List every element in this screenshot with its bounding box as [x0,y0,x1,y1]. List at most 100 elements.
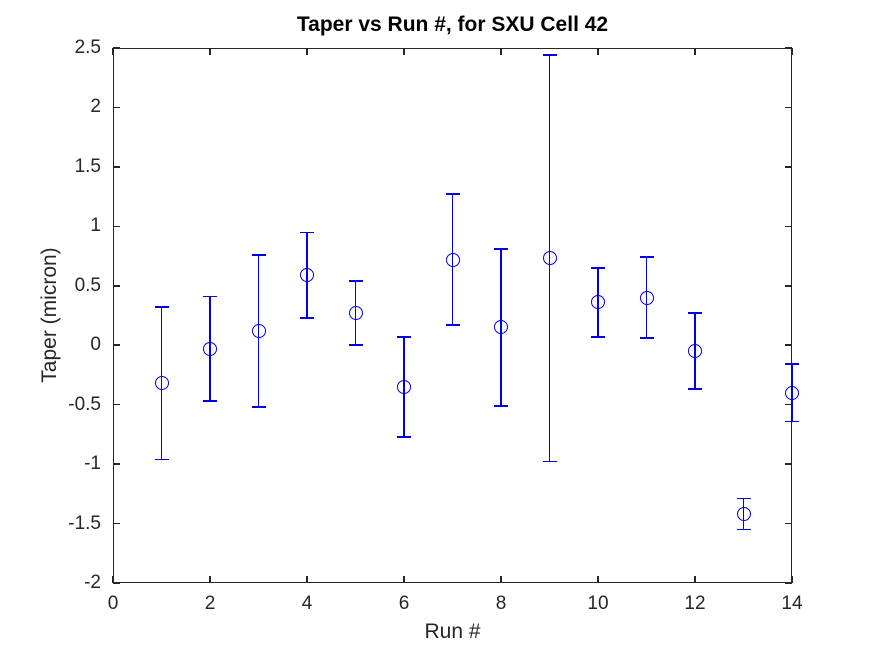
error-bar-cap-top [397,336,411,338]
error-bar-cap-top [688,312,702,314]
data-point-marker [251,323,266,338]
x-tick-mark [209,576,211,583]
x-tick-mark-top [306,48,308,55]
error-bar-cap-bottom [445,324,460,326]
y-tick-mark [113,582,120,584]
error-bar-cap-top [785,363,799,365]
error-bar-cap-bottom [203,400,217,402]
x-tick-mark [306,576,308,583]
y-tick-mark [113,166,120,168]
error-bar-cap-bottom [688,388,702,390]
y-tick-label: -1 [84,453,101,475]
x-tick-label: 12 [684,593,706,614]
error-bar-cap-top [300,231,314,234]
error-bar-cap-top [591,267,605,269]
data-point-marker [154,376,169,391]
x-tick-mark [597,576,599,583]
x-tick-mark-top [694,48,696,55]
y-tick-mark-right [785,47,792,49]
error-bar-cap-bottom [785,420,799,423]
y-tick-label: 1.5 [74,155,101,177]
y-tick-mark [113,47,120,49]
y-tick-label: 1 [90,215,101,237]
y-tick-mark-right [785,344,792,346]
y-tick-label: 0 [90,334,101,356]
y-tick-mark-right [785,403,792,406]
x-tick-label: 10 [587,593,609,614]
x-axis-label: Run # [424,620,481,643]
y-tick-label: 2 [90,96,101,118]
y-tick-mark-right [785,582,792,584]
x-tick-mark-top [791,48,793,55]
x-tick-mark [112,576,114,583]
x-tick-label: 14 [781,593,803,614]
error-bar-cap-top [639,256,654,258]
data-point-marker [688,344,702,359]
data-point-marker [785,385,799,400]
y-tick-mark-right [785,463,792,465]
error-bar-cap-bottom [542,460,557,463]
y-tick-mark-right [785,522,792,525]
error-bar-cap-bottom [591,336,605,338]
chart-title: Taper vs Run #, for SXU Cell 42 [296,13,609,36]
data-point-marker [348,306,363,321]
x-tick-mark-top [403,48,405,55]
data-point-marker [494,320,508,335]
data-point-marker [736,507,751,522]
x-tick-label: 0 [107,593,119,614]
error-bar-cap-bottom [639,337,654,339]
error-bar-cap-top [203,295,217,298]
plot-area: 0 2 4 6 8 10 12 14 -2 -1.5 -1 -0.5 0 0.5 1 1.5 2 2.5 [68,38,802,614]
error-bar-cap-top [348,280,363,282]
y-tick-mark [113,225,120,228]
y-tick-label: -1.5 [68,512,101,534]
x-tick-mark-top [500,48,502,55]
data-point-marker [203,341,217,356]
data-point-marker [397,379,411,394]
y-tick-mark [113,106,120,109]
error-bar-cap-bottom [300,317,314,319]
x-tick-label: 8 [495,593,507,614]
error-bar-cap-top [445,193,460,195]
error-bar-cap-bottom [251,406,266,408]
data-point-marker [300,268,314,283]
data-point-marker [542,251,557,266]
y-tick-mark [113,403,120,406]
error-bar-cap-bottom [494,405,508,407]
error-bar-cap-bottom [736,528,751,531]
x-tick-label: 2 [204,593,216,614]
error-bar-cap-top [494,248,508,250]
y-tick-label: -0.5 [68,393,101,415]
y-axis-label: Taper (micron) [38,247,61,383]
x-tick-label: 6 [398,593,410,614]
error-bar-cap-bottom [397,436,411,438]
error-bar-cap-top [251,254,266,256]
x-tick-mark [403,576,405,583]
x-tick-mark [791,576,793,583]
data-point-marker [445,252,460,267]
error-bar-cap-top [154,306,169,308]
y-tick-label: 2.5 [74,37,101,58]
x-tick-mark [500,576,502,583]
error-bar-cap-bottom [154,458,169,461]
y-tick-mark-right [785,166,792,168]
data-point-marker [639,290,654,305]
y-tick-mark [113,463,120,465]
x-tick-mark [694,576,696,583]
error-bar-cap-top [736,497,751,500]
data-point-marker [591,295,605,310]
y-tick-mark-right [785,285,792,287]
error-bar-cap-bottom [348,344,363,346]
y-tick-mark [113,285,120,287]
y-tick-label: 0.5 [74,274,101,296]
x-tick-label: 4 [301,593,313,614]
x-tick-mark-top [112,48,114,55]
x-tick-mark-top [209,48,211,55]
y-tick-label: -2 [84,572,101,593]
y-tick-mark-right [785,106,792,109]
y-tick-mark [113,522,120,525]
y-tick-mark-right [785,225,792,228]
error-bar-cap-top [542,54,557,56]
y-tick-mark [113,344,120,346]
